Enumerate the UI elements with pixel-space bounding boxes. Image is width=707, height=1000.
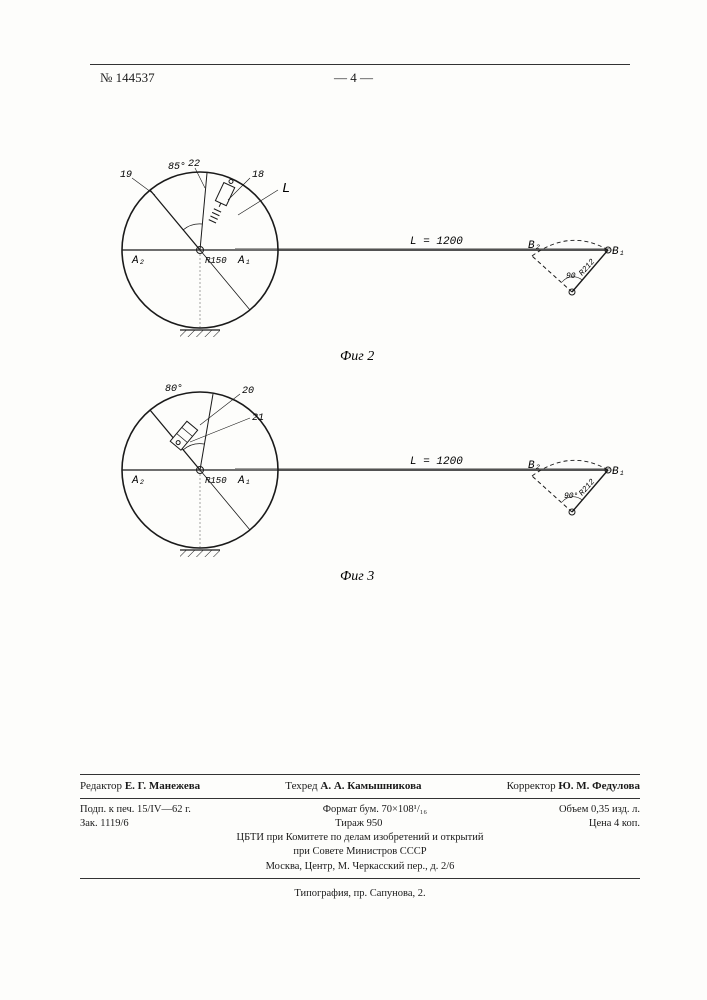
org2: при Совете Министров СССР (80, 845, 640, 859)
fig2-ref22: 22 (188, 159, 200, 170)
techred: Техред А. А. Камышникова (285, 779, 421, 794)
fig3-ref21: 21 (252, 413, 264, 424)
fig3-B1: B₁ (612, 466, 625, 478)
fig2-refL: L (282, 181, 290, 197)
drawing-area: A₂ R150 A₁ 85° (70, 140, 650, 600)
doc-number: № 144537 (100, 70, 155, 86)
fig2-A1: A₁ (237, 255, 251, 267)
page-number: — 4 — (334, 70, 373, 86)
editor: Редактор Е. Г. Манежева (80, 779, 200, 794)
fig2-B2: B₂ (528, 240, 541, 252)
figure-3: A₂ R150 A₁ 80° (122, 383, 625, 584)
fig3-A2: A₂ (131, 475, 145, 487)
typography: Типография, пр. Сапунова, 2. (80, 887, 640, 901)
fig3-label: Фиг 3 (340, 569, 374, 584)
fig3-90: 90° (564, 492, 578, 501)
fig2-L: L = 1200 (410, 236, 463, 248)
fig2-label: Фиг 2 (340, 349, 374, 364)
fig3-angle: 80° (165, 383, 183, 395)
fig3-L: L = 1200 (410, 456, 463, 468)
volume: Объем 0,35 изд. л. (559, 803, 640, 817)
signed-date: Подп. к печ. 15/IV—62 г. (80, 803, 191, 817)
fig3-ref20: 20 (242, 386, 254, 397)
fig2-ref18: 18 (252, 170, 264, 181)
zak: Зак. 1119/6 (80, 817, 129, 831)
fig2-B1: B₁ (612, 246, 625, 258)
footer-block: Редактор Е. Г. Манежева Техред А. А. Кам… (80, 770, 640, 901)
fig3-A1: A₁ (237, 475, 251, 487)
org1: ЦБТИ при Комитете по делам изобретений и… (80, 831, 640, 845)
figure-2: A₂ R150 A₁ 85° (120, 159, 625, 364)
price: Цена 4 коп. (589, 817, 640, 831)
tirazh: Тираж 950 (335, 817, 382, 831)
address: Москва, Центр, М. Черкасский пер., д. 2/… (80, 860, 640, 874)
figures-svg: A₂ R150 A₁ 85° (70, 140, 650, 600)
fig2-A2: A₂ (131, 255, 145, 267)
corrector: Корректор Ю. М. Федулова (507, 779, 640, 794)
format: Формат бум. 70×108¹/₁₆ (323, 803, 427, 817)
fig2-angle: 85° (168, 161, 186, 173)
header-rule (90, 64, 630, 65)
fig3-B2: B₂ (528, 460, 541, 472)
fig2-ref19: 19 (120, 170, 132, 181)
fig3-R150: R150 (205, 476, 227, 486)
fig2-R150: R150 (205, 256, 227, 266)
